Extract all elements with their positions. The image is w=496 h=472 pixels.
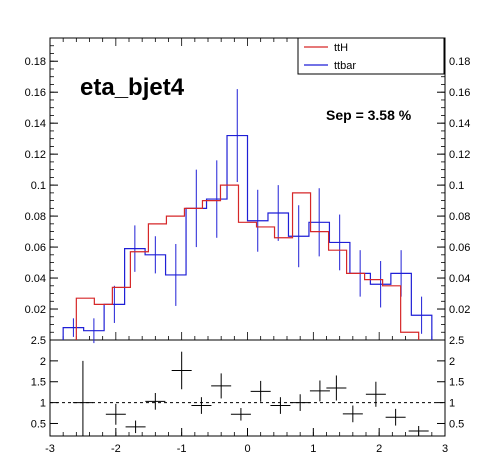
bottom-xtick-label: 1 [310,443,316,455]
top-panel-ticks: 0.02 0.02 0.04 0.04 0.06 0.06 0.08 0.08 0.1 0.1 0.… [25,38,470,340]
top-ytick-label-left: 0.06 [25,242,46,254]
top-ytick-label-right: 0.04 [449,273,470,285]
bottom-ytick-label-right: 2.5 [449,335,464,347]
series-tth [75,184,420,340]
top-ytick-label-left: 0.04 [25,273,46,285]
bottom-xtick-label: 0 [244,443,250,455]
top-ytick-label-left: 0.1 [31,180,46,192]
bottom-xtick-label: 2 [376,443,382,455]
bottom-ytick-label-right: 0.5 [449,418,464,430]
ttbar-histogram-line [62,134,433,340]
bottom-ytick-label-left: 1 [40,398,46,410]
bottom-ytick-label-left: 1.5 [31,377,46,389]
legend-box [297,37,445,75]
ratio-points [72,351,429,436]
top-ytick-label-left: 0.12 [25,149,46,161]
tth-histogram-line [75,184,420,340]
bottom-panel-ticks: 0.5 0.5 1 1 1.5 1.5 2 2 2.5 2.5 -3 -2 -1 0 1 2 3 [31,335,465,455]
chart-title: eta_bjet4 [80,74,185,101]
legend-label-tth: ttH [334,42,348,54]
bottom-ytick-label-right: 1 [449,398,455,410]
top-ytick-label-right: 0.1 [449,180,464,192]
bottom-ytick-label-right: 2 [449,356,455,368]
bottom-xtick-label: -3 [45,443,55,455]
top-ytick-label-right: 0.12 [449,149,470,161]
top-ytick-label-left: 0.08 [25,211,46,223]
separation-annotation: Sep = 3.58 % [326,107,412,123]
legend-label-ttbar: ttbar [334,60,356,72]
bottom-xtick-label: -1 [177,443,187,455]
bottom-xtick-label: -2 [111,443,121,455]
top-ytick-label-right: 0.02 [449,304,470,316]
top-ytick-label-left: 0.14 [25,118,46,130]
top-ytick-label-left: 0.18 [25,56,46,68]
bottom-ytick-label-left: 0.5 [31,418,46,430]
top-ytick-label-left: 0.02 [25,304,46,316]
top-ytick-label-right: 0.08 [449,211,470,223]
bottom-ytick-label-right: 1.5 [449,377,464,389]
top-ytick-label-left: 0.16 [25,87,46,99]
top-ytick-label-right: 0.16 [449,87,470,99]
bottom-ytick-label-left: 2 [40,356,46,368]
legend: ttH ttbar [297,37,445,75]
bottom-ytick-label-left: 2.5 [31,335,46,347]
top-ytick-label-right: 0.06 [449,242,470,254]
top-ytick-label-right: 0.14 [449,118,470,130]
bottom-xtick-label: 3 [442,443,448,455]
top-ytick-label-right: 0.18 [449,56,470,68]
